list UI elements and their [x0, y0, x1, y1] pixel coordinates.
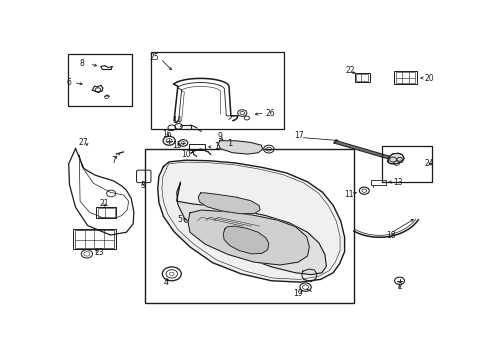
Text: 7: 7 [111, 156, 116, 165]
Text: 23: 23 [94, 248, 103, 257]
Text: 26: 26 [265, 109, 275, 118]
Text: 25: 25 [150, 53, 159, 62]
Text: 21: 21 [100, 199, 109, 208]
Text: 17: 17 [294, 131, 304, 140]
Bar [395, 72, 415, 83]
Polygon shape [218, 141, 262, 154]
Polygon shape [387, 153, 403, 164]
Text: 16: 16 [162, 130, 172, 139]
Text: 10: 10 [181, 150, 191, 158]
Text: 13: 13 [393, 177, 402, 186]
Bar [68, 54, 131, 105]
Polygon shape [188, 210, 309, 265]
Text: 24: 24 [424, 159, 433, 168]
Text: 1: 1 [227, 139, 232, 148]
Bar [73, 229, 116, 249]
Text: 8: 8 [80, 59, 84, 68]
Bar [370, 180, 385, 185]
Text: 3: 3 [140, 181, 145, 190]
Text: 4: 4 [163, 279, 168, 288]
Polygon shape [176, 183, 326, 275]
Text: 14: 14 [172, 116, 181, 125]
Polygon shape [198, 193, 260, 214]
Polygon shape [333, 140, 389, 159]
Bar [96, 207, 116, 219]
Text: 6: 6 [66, 78, 71, 87]
Text: 19: 19 [293, 289, 302, 298]
Text: 20: 20 [423, 74, 433, 83]
Bar [98, 208, 114, 217]
Text: 15: 15 [172, 141, 182, 150]
Polygon shape [158, 160, 344, 282]
Polygon shape [223, 226, 268, 254]
Bar [354, 73, 369, 82]
Bar [151, 52, 284, 129]
Text: 11: 11 [344, 190, 353, 199]
Bar [189, 144, 205, 150]
Bar [75, 230, 114, 248]
Text: 22: 22 [345, 66, 354, 75]
Text: 9: 9 [217, 132, 222, 141]
Bar [382, 146, 431, 183]
Bar [356, 74, 368, 81]
Text: 18: 18 [386, 231, 395, 240]
Bar [145, 149, 354, 303]
Text: 12: 12 [213, 142, 223, 151]
Text: 5: 5 [177, 215, 182, 224]
Text: 27: 27 [78, 139, 88, 148]
Bar [393, 71, 417, 84]
Text: 2: 2 [396, 282, 401, 291]
